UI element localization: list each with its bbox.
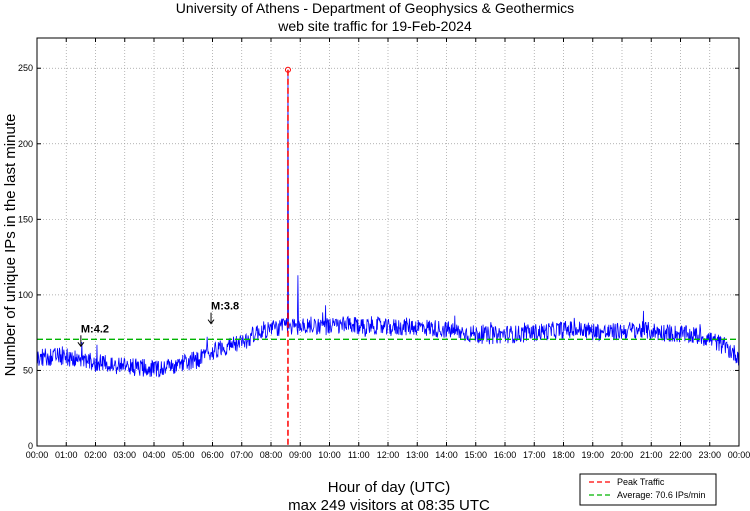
x-tick-label: 15:00: [464, 450, 487, 460]
grid-lines: [37, 38, 739, 446]
x-tick-label: 04:00: [143, 450, 166, 460]
x-tick-label: 17:00: [523, 450, 546, 460]
peak-marker: [284, 66, 291, 73]
legend-peak-label: Peak Traffic: [617, 477, 665, 487]
x-tick-label: 09:00: [289, 450, 312, 460]
x-tick-label: 11:00: [348, 450, 370, 460]
x-tick-label: 02:00: [84, 450, 107, 460]
x-tick-label: 00:00: [728, 450, 750, 460]
legend: Peak Traffic Average: 70.6 IPs/min: [579, 473, 717, 506]
x-tick-label: 20:00: [611, 450, 634, 460]
x-tick-label: 07:00: [230, 450, 253, 460]
traffic-series-line: [36, 305, 740, 378]
magnitude-annotation: M:4.2: [81, 323, 109, 335]
y-tick-label: 200: [18, 139, 33, 149]
x-tick-label: 12:00: [377, 450, 400, 460]
annotation-arrowhead: [207, 319, 215, 325]
y-tick-label: 150: [18, 214, 33, 224]
x-tick-label: 21:00: [640, 450, 663, 460]
x-tick-label: 03:00: [113, 450, 136, 460]
y-tick-label: 250: [18, 63, 33, 73]
x-tick-label: 23:00: [698, 450, 721, 460]
y-tick-label: 100: [18, 290, 33, 300]
legend-box: [579, 473, 717, 506]
max-visitors-label: max 249 visitors at 08:35 UTC: [288, 497, 490, 511]
x-tick-label: 10:00: [318, 450, 341, 460]
x-tick-label: 19:00: [581, 450, 604, 460]
x-tick-label: 08:00: [260, 450, 283, 460]
reference-lines: [37, 66, 739, 446]
x-tick-label: 14:00: [435, 450, 458, 460]
chart-title-line-2: web site traffic for 19-Feb-2024: [277, 18, 472, 34]
y-tick-label: 0: [28, 441, 33, 451]
series-layer: [36, 69, 740, 378]
x-tick-label: 13:00: [406, 450, 429, 460]
traffic-spike: [296, 275, 299, 329]
x-tick-label: 05:00: [172, 450, 195, 460]
x-tick-label: 06:00: [201, 450, 224, 460]
magnitude-annotation: M:3.8: [211, 301, 239, 313]
x-tick-label: 01:00: [55, 450, 78, 460]
annotation-arrowhead: [77, 341, 85, 348]
annotations: M:4.2 M:3.8: [77, 301, 239, 348]
y-tick-label: 50: [23, 365, 33, 375]
x-axis-ticks: 00:00 01:00 02:00 03:00 04:00 05:00 06:00 07:00…: [26, 38, 750, 460]
y-axis-label: Number of unique IPs in the last minute: [2, 114, 19, 377]
x-tick-label: 22:00: [669, 450, 692, 460]
x-axis-label: Hour of day (UTC): [328, 479, 451, 496]
chart-title-line-1: University of Athens - Department of Geo…: [176, 0, 574, 16]
y-axis-ticks: 0 50 100 150 200 250: [18, 63, 739, 451]
x-tick-label: 18:00: [552, 450, 575, 460]
legend-average-label: Average: 70.6 IPs/min: [617, 490, 705, 500]
x-tick-label: 16:00: [494, 450, 517, 460]
x-tick-label: 00:00: [26, 450, 49, 460]
